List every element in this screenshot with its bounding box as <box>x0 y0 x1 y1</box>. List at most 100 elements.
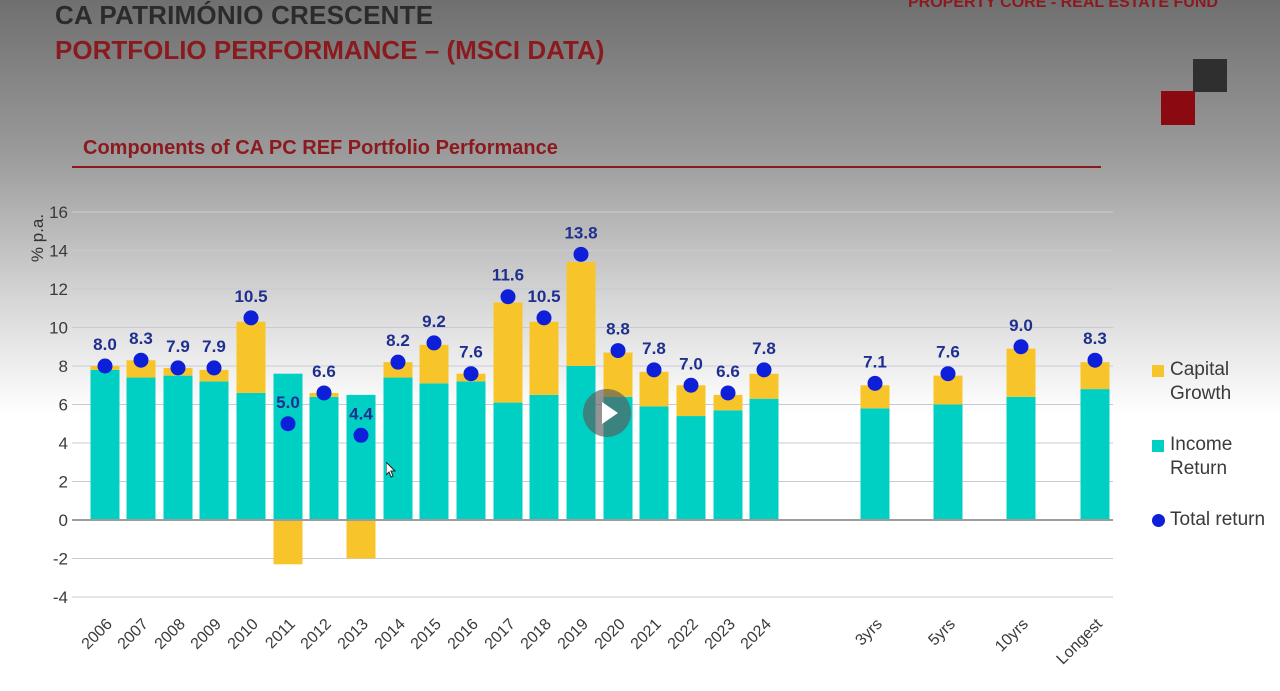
data-label: 7.8 <box>752 339 776 358</box>
logo-square-red <box>1161 91 1195 125</box>
data-label: 10.5 <box>527 287 560 306</box>
total-return-dot <box>1087 352 1103 368</box>
x-tick-label: 5yrs <box>925 616 958 649</box>
total-return-dot <box>390 354 406 370</box>
y-tick-label: 4 <box>59 434 68 453</box>
legend-label-capital-1: Capital <box>1170 359 1230 380</box>
total-return-dot <box>500 289 516 305</box>
page-subtitle: PORTFOLIO PERFORMANCE – (MSCI DATA) <box>55 35 604 66</box>
chart-title: Components of CA PC REF Portfolio Perfor… <box>83 137 558 159</box>
total-return-dot <box>133 352 149 368</box>
y-tick-label: -4 <box>53 588 68 607</box>
income-bar <box>163 375 193 520</box>
income-bar <box>346 394 376 520</box>
data-label: 8.0 <box>93 335 117 354</box>
total-return-dot <box>683 377 699 393</box>
x-tick-label: 2006 <box>79 616 116 653</box>
x-tick-label: 2014 <box>372 616 409 653</box>
data-labels: 8.0 8.3 7.9 7.910.55.06.64.48.29.27.611.610… <box>93 223 1107 423</box>
data-label: 7.8 <box>642 339 666 358</box>
income-bar <box>860 408 890 520</box>
total-return-dot <box>536 310 552 326</box>
x-tick-label: 2016 <box>445 616 482 653</box>
bars <box>90 262 1110 565</box>
capital-bar <box>639 371 669 407</box>
x-tick-label: 2010 <box>225 616 262 653</box>
capital-bar <box>566 262 596 366</box>
fund-label: PROPERTY CORE - REAL ESTATE FUND <box>908 0 1218 11</box>
capital-bar <box>383 362 413 378</box>
income-bar <box>236 392 266 520</box>
capital-bar <box>236 321 266 393</box>
data-label: 8.2 <box>386 331 410 350</box>
x-tick-label: 2009 <box>188 616 225 653</box>
y-tick-label: -2 <box>53 550 68 569</box>
data-label: 5.0 <box>276 393 300 412</box>
income-bar <box>1080 389 1110 520</box>
legend-label-income-1: Income <box>1170 434 1233 455</box>
total-return-dot <box>756 362 772 378</box>
x-tick-label: 2024 <box>738 616 775 653</box>
page-subtitle-rest: – (MSCI DATA) <box>417 35 605 65</box>
data-label: 9.2 <box>422 312 446 331</box>
income-bar <box>529 394 559 520</box>
x-tick-label: 3yrs <box>852 616 885 649</box>
capital-bar <box>419 344 449 384</box>
data-label: 6.6 <box>716 362 740 381</box>
data-label: 10.5 <box>234 287 267 306</box>
income-bar <box>639 406 669 520</box>
total-return-dot <box>610 343 626 359</box>
income-bar <box>309 396 339 520</box>
y-tick-label: 2 <box>59 473 68 492</box>
income-bar <box>933 404 963 520</box>
y-tick-label: 6 <box>59 396 68 415</box>
x-tick-label: 2011 <box>262 616 298 652</box>
data-label: 8.3 <box>129 329 153 348</box>
y-tick-label: 16 <box>49 203 68 222</box>
legend-swatch-total <box>1152 514 1165 527</box>
income-bar <box>273 373 303 520</box>
y-tick-label: 8 <box>59 357 68 376</box>
x-tick-label: 2019 <box>555 616 592 653</box>
capital-bar <box>126 360 156 378</box>
income-bar <box>383 377 413 520</box>
total-return-dot <box>243 310 259 326</box>
y-tick-label: 12 <box>49 280 68 299</box>
x-tick-label: 2012 <box>298 616 335 653</box>
total-return-dot <box>646 362 662 378</box>
data-label: 11.6 <box>492 266 524 285</box>
income-bar <box>1006 396 1036 520</box>
total-return-dot <box>573 246 589 262</box>
income-bar <box>199 381 229 520</box>
x-tick-label: 2020 <box>592 616 629 653</box>
y-tick-label: 0 <box>59 511 68 530</box>
total-return-dot <box>1013 339 1029 355</box>
mouse-cursor-icon <box>386 462 396 478</box>
total-return-dot <box>206 360 222 376</box>
total-return-dot <box>720 385 736 401</box>
x-tick-label: 2008 <box>152 616 189 653</box>
video-play-button[interactable] <box>583 389 631 437</box>
x-tick-label: 10yrs <box>992 616 1032 656</box>
total-return-dot <box>463 366 479 382</box>
income-bar <box>419 383 449 520</box>
chart-title-rule <box>72 166 1101 168</box>
y-tick-label: 14 <box>49 242 68 261</box>
data-label: 7.1 <box>863 352 887 371</box>
capital-bar <box>346 520 376 559</box>
logo-square-dark <box>1193 59 1227 92</box>
income-bar <box>713 410 743 520</box>
capital-bar <box>273 520 303 565</box>
y-tick-labels: -4 -2 0 2 4 6 8 10 12 14 16 <box>49 203 68 607</box>
legend-label-income-2: Return <box>1170 458 1228 479</box>
x-tick-label: 2021 <box>628 616 665 653</box>
legend-label-capital-2: Growth <box>1170 383 1232 404</box>
capital-bar <box>749 373 779 399</box>
x-tick-label: Longest <box>1054 615 1107 668</box>
capital-bar <box>529 321 559 395</box>
data-label: 4.4 <box>349 404 373 423</box>
data-label: 7.9 <box>202 337 226 356</box>
x-tick-label: 2015 <box>408 616 445 653</box>
